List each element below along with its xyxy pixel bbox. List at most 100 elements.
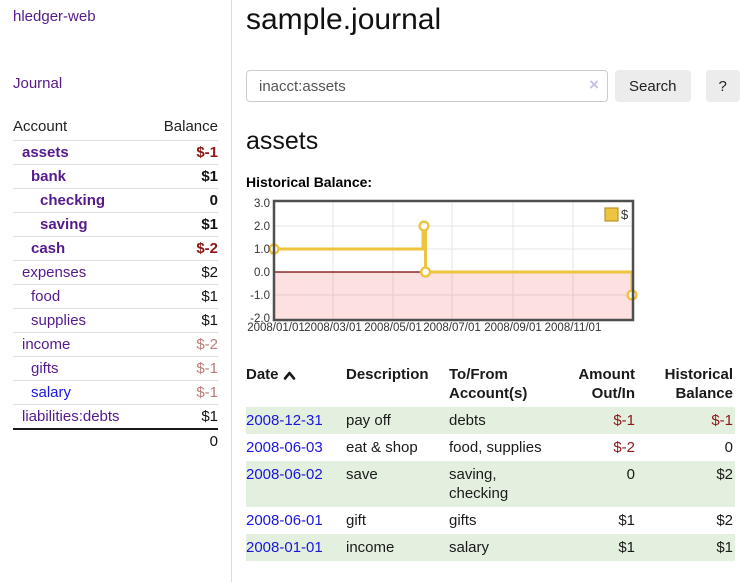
account-link-supplies[interactable]: supplies <box>31 312 87 329</box>
transaction-description: eat & shop <box>346 439 418 456</box>
transaction-balance: 0 <box>724 439 733 456</box>
transaction-date-link[interactable]: 2008-06-01 <box>246 512 323 529</box>
account-link-income[interactable]: income <box>22 336 71 353</box>
chart-title: Historical Balance: <box>246 174 373 190</box>
account-balance: $-1 <box>148 380 218 405</box>
column-header-accounts: To/From Account(s) <box>449 366 528 402</box>
transaction-date-link[interactable]: 2008-12-31 <box>246 412 323 429</box>
account-row: checking 0 <box>13 188 218 213</box>
account-balance: $1 <box>148 212 218 237</box>
transaction-amount: $-1 <box>613 412 635 429</box>
transaction-row: 2008-12-31 pay off debts $-1 $-1 <box>246 407 735 434</box>
svg-text:2008/09/01: 2008/09/01 <box>484 322 542 334</box>
account-link-bank[interactable]: bank <box>31 168 67 185</box>
svg-text:0.0: 0.0 <box>254 267 270 279</box>
svg-text:2.0: 2.0 <box>254 221 270 233</box>
svg-text:2008/11/01: 2008/11/01 <box>545 322 602 334</box>
main-content: sample.journal × Search ? assets Histori… <box>246 0 742 561</box>
account-balance: $-1 <box>148 356 218 381</box>
account-balance: $-1 <box>148 140 218 165</box>
svg-text:2008/05/01: 2008/05/01 <box>364 322 422 334</box>
transaction-description: save <box>346 466 378 483</box>
negative-region <box>275 272 632 319</box>
account-link-cash[interactable]: cash <box>31 240 66 257</box>
transaction-accounts: gifts <box>449 512 477 529</box>
transaction-balance: $2 <box>716 466 733 483</box>
account-row: liabilities:debts $1 <box>13 404 218 429</box>
search-button[interactable]: Search <box>615 70 691 102</box>
account-balance: $2 <box>148 260 218 285</box>
clear-search-icon[interactable]: × <box>589 75 599 94</box>
transaction-amount: $1 <box>618 512 635 529</box>
transaction-accounts: saving, checking <box>449 466 509 502</box>
column-header-description: Description <box>346 366 429 383</box>
transaction-accounts: salary <box>449 539 490 556</box>
account-row: supplies $1 <box>13 308 218 333</box>
account-row: salary $-1 <box>13 380 218 405</box>
account-row: food $1 <box>13 284 218 309</box>
account-balance: $-2 <box>148 236 218 261</box>
account-heading: assets <box>246 127 319 155</box>
account-row: cash $-2 <box>13 236 218 261</box>
column-header-date[interactable]: Date <box>246 363 346 407</box>
svg-text:2008/01/01: 2008/01/01 <box>247 322 305 334</box>
sidebar-item-journal[interactable]: Journal <box>13 75 63 92</box>
account-balance: $1 <box>148 404 218 429</box>
account-row: bank $1 <box>13 164 218 189</box>
transaction-amount: $1 <box>618 539 635 556</box>
account-link-gifts[interactable]: gifts <box>31 360 59 377</box>
transaction-description: gift <box>346 512 367 529</box>
register-table: Date Description To/From Account(s) Amou… <box>246 363 735 561</box>
legend-swatch <box>604 207 619 222</box>
svg-text:3.0: 3.0 <box>254 198 270 210</box>
total-balance: 0 <box>148 428 218 453</box>
account-link-assets[interactable]: assets <box>22 144 69 161</box>
balance-column-header: Balance <box>163 118 218 135</box>
account-link-expenses[interactable]: expenses <box>22 264 87 281</box>
account-balance: $1 <box>148 308 218 333</box>
account-row: gifts $-1 <box>13 356 218 381</box>
transaction-balance: $1 <box>716 539 733 556</box>
account-link-liabilities-debts[interactable]: liabilities:debts <box>22 408 120 425</box>
account-link-salary[interactable]: salary <box>31 384 72 401</box>
account-row: saving $1 <box>13 212 218 237</box>
transaction-date-link[interactable]: 2008-01-01 <box>246 539 323 556</box>
legend-label: $ <box>621 207 629 222</box>
search-form: × Search ? <box>246 70 742 102</box>
brand-link[interactable]: hledger-web <box>13 8 96 25</box>
account-balance: $1 <box>148 164 218 189</box>
transaction-amount: $-2 <box>613 439 635 456</box>
transaction-description: income <box>346 539 395 556</box>
account-link-saving[interactable]: saving <box>40 216 88 233</box>
account-column-header: Account <box>13 118 68 135</box>
transaction-description: pay off <box>346 412 391 429</box>
column-header-balance: Historical Balance <box>664 366 733 402</box>
account-link-food[interactable]: food <box>31 288 61 305</box>
account-link-checking[interactable]: checking <box>40 192 106 209</box>
transaction-date-link[interactable]: 2008-06-03 <box>246 439 323 456</box>
historical-balance-chart: $ 3.0 2.0 1.0 0.0 -1.0 -2.0 2008/01/01 2… <box>246 195 742 339</box>
search-input[interactable] <box>246 70 608 102</box>
total-row: 0 <box>13 428 218 453</box>
help-button[interactable]: ? <box>705 70 740 102</box>
chart-canvas: $ 3.0 2.0 1.0 0.0 -1.0 -2.0 2008/01/01 2… <box>247 198 638 334</box>
transaction-row: 2008-06-02 save saving, checking 0 $2 <box>246 461 735 507</box>
svg-text:-2.0: -2.0 <box>250 313 270 325</box>
account-row: income $-2 <box>13 332 218 357</box>
account-balance-table: Account Balance assets $-1 bank $1 check… <box>13 115 218 453</box>
svg-text:2008/07/01: 2008/07/01 <box>423 322 481 334</box>
transaction-accounts: debts <box>449 412 486 429</box>
svg-text:2008/03/01: 2008/03/01 <box>304 322 362 334</box>
account-balance: $-2 <box>148 332 218 357</box>
transaction-row: 2008-01-01 income salary $1 $1 <box>246 534 735 561</box>
chart-legend: $ <box>604 207 629 222</box>
transaction-amount: 0 <box>626 466 635 483</box>
page-title: sample.journal <box>246 3 442 36</box>
account-row: expenses $2 <box>13 260 218 285</box>
transaction-date-link[interactable]: 2008-06-02 <box>246 466 323 483</box>
x-axis-labels: 2008/01/01 2008/03/01 2008/05/01 2008/07… <box>247 322 601 334</box>
transaction-accounts: food, supplies <box>449 439 542 456</box>
account-balance: 0 <box>148 188 218 213</box>
account-row: assets $-1 <box>13 140 218 165</box>
svg-text:1.0: 1.0 <box>254 244 270 256</box>
